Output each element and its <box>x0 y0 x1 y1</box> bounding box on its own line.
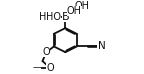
Bar <box>44 50 49 55</box>
Text: O: O <box>46 63 54 73</box>
Text: —: — <box>33 64 41 73</box>
Text: B: B <box>61 12 69 22</box>
Text: B: B <box>61 12 69 22</box>
Text: O: O <box>42 47 50 57</box>
Text: HO: HO <box>39 12 54 22</box>
Bar <box>63 14 68 19</box>
Text: O: O <box>46 63 54 73</box>
Text: N: N <box>98 41 106 52</box>
Text: OH: OH <box>74 1 89 11</box>
Text: HO: HO <box>46 12 61 22</box>
Text: O: O <box>42 47 50 57</box>
Bar <box>48 65 53 71</box>
Text: N: N <box>98 41 105 52</box>
Text: OH: OH <box>67 6 82 16</box>
